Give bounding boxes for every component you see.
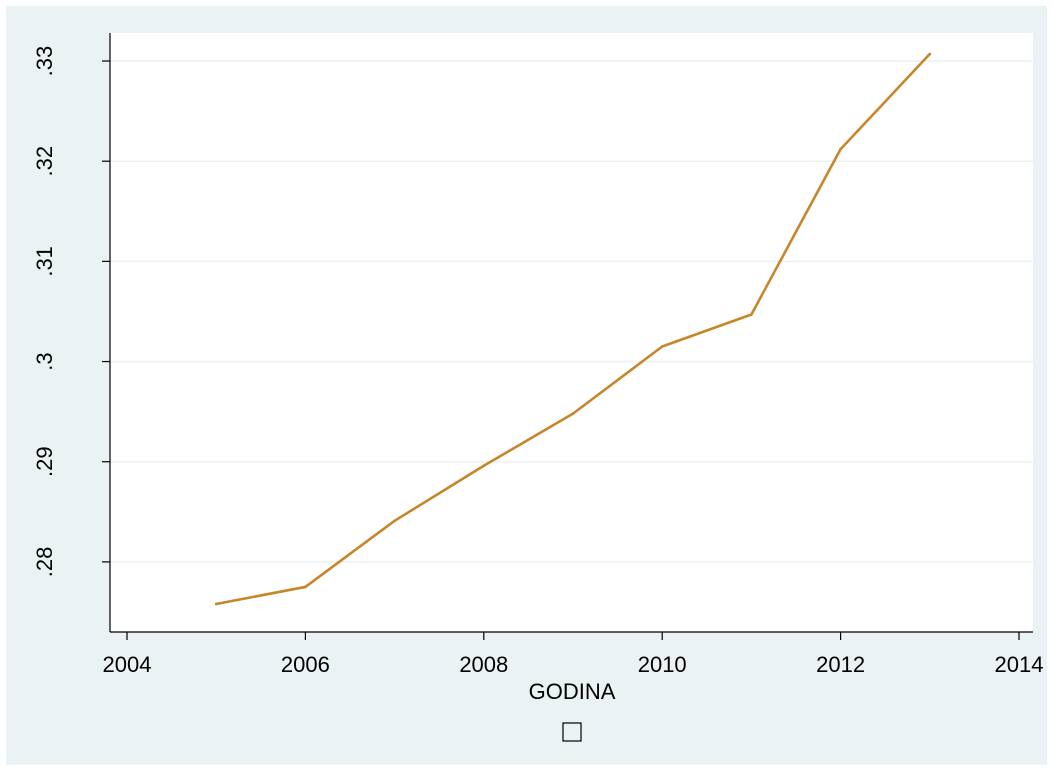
- plot-area-background: [110, 33, 1033, 632]
- series-layer: [214, 52, 932, 606]
- y-tick-label: .31: [32, 246, 57, 277]
- data-point: [214, 602, 218, 606]
- y-tick-label: .29: [32, 446, 57, 477]
- data-point: [839, 147, 842, 151]
- data-point: [304, 585, 307, 589]
- x-tick-label: 2010: [638, 652, 687, 677]
- y-tick-label: .28: [32, 547, 57, 578]
- x-tick-label: 2014: [995, 652, 1044, 677]
- x-axis-title: GODINA: [529, 679, 616, 704]
- axes: [109, 33, 1033, 633]
- data-point: [571, 412, 575, 415]
- data-point: [660, 345, 664, 348]
- x-tick-label: 2006: [281, 652, 330, 677]
- data-point: [928, 52, 932, 56]
- y-tick-label: .33: [32, 46, 57, 77]
- x-axis-ticks: 2004 2006 2008 2010 2012 2014: [103, 632, 1044, 677]
- x-tick-label: 2012: [816, 652, 865, 677]
- x-tick-label: 2004: [103, 652, 152, 677]
- gridlines: [110, 60, 1033, 563]
- legend-key: [562, 722, 582, 742]
- y-axis-ticks: .28 .29 .3 .31 .32 .33: [32, 46, 110, 577]
- data-point: [750, 313, 753, 316]
- y-tick-label: .32: [32, 146, 57, 177]
- data-point: [393, 519, 396, 523]
- x-tick-label: 2008: [459, 652, 508, 677]
- y-tick-label: .3: [32, 352, 57, 370]
- data-point: [482, 464, 486, 468]
